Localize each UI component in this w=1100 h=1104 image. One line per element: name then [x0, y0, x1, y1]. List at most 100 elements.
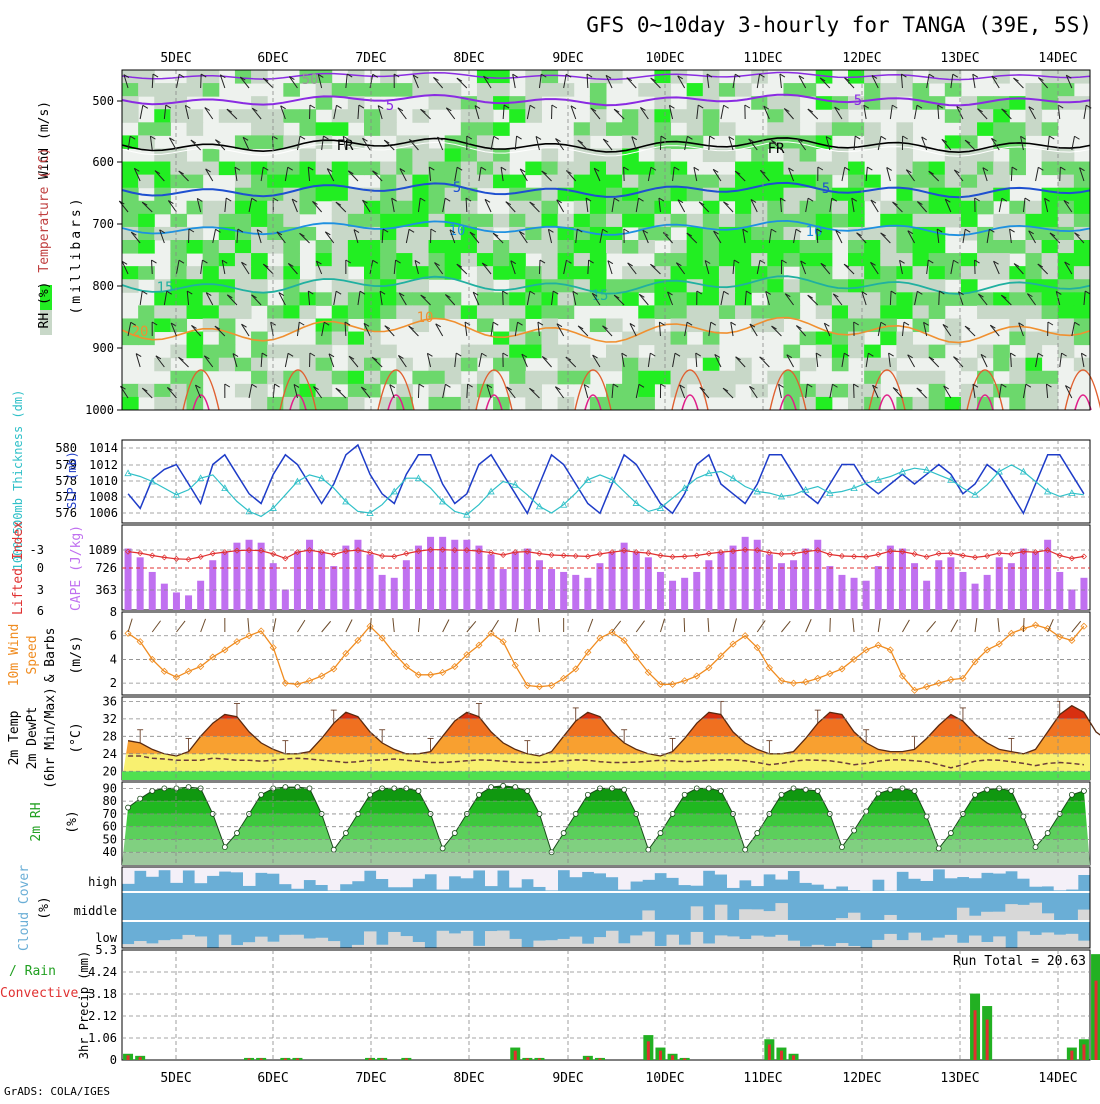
cloud-high-gap [630, 867, 643, 882]
wind10-barb [733, 618, 736, 632]
wind10-barb [951, 620, 958, 632]
cloud-low-gap [957, 943, 970, 948]
rh-cell [1042, 201, 1059, 215]
rh-cell [832, 122, 849, 136]
rh-cell [299, 292, 316, 306]
rh-cell [654, 148, 671, 162]
cloud-label: Cloud Cover [17, 865, 32, 951]
rh-cell [606, 201, 623, 215]
rh-cell [412, 253, 429, 267]
rh-cell [816, 253, 833, 267]
rh-cell [654, 358, 671, 372]
cloud-low-gap [751, 936, 764, 948]
cloud-low-gap [291, 935, 304, 948]
cloud-high-gap [945, 867, 958, 878]
rh-cell [541, 292, 558, 306]
rh-cell [687, 83, 704, 97]
rh-cell [816, 345, 833, 359]
cape-bar [609, 551, 616, 610]
rh-cell [203, 240, 220, 254]
rh-cell [622, 371, 639, 385]
rh-cell [412, 371, 429, 385]
date-label-top: 7DEC [355, 51, 386, 66]
rh-cell [783, 109, 800, 123]
rh-cell [380, 201, 397, 215]
rh-cell [622, 175, 639, 189]
rh-cell [138, 214, 155, 228]
cape-bar [415, 546, 422, 610]
rh-point [186, 785, 191, 790]
wind10-barb [998, 618, 999, 632]
rh-point [138, 796, 143, 801]
rh-cell [703, 253, 720, 267]
precip-tick-label: 3.18 [88, 987, 117, 1001]
rh-cell [929, 397, 946, 411]
rh-cell [945, 135, 962, 149]
rh-cell [525, 214, 542, 228]
rh-cell [687, 227, 704, 241]
rh-cell [574, 358, 591, 372]
rh-cell [283, 240, 300, 254]
footer: GrADS: COLA/IGES [4, 1085, 110, 1098]
cape-bar [669, 581, 676, 610]
rh-cell [703, 201, 720, 215]
rh-cell [606, 175, 623, 189]
cape-bar [1008, 563, 1015, 610]
cloud-high-gap [134, 867, 147, 871]
rh-cell [364, 214, 381, 228]
rh-cell [638, 201, 655, 215]
cloud-high-gap [884, 867, 897, 891]
rh-cell [1042, 83, 1059, 97]
cloud-low-gap [775, 935, 788, 948]
rh-cell [332, 201, 349, 215]
rh-cell [1042, 266, 1059, 280]
rh-cell [864, 135, 881, 149]
cloud-low-gap [836, 943, 849, 948]
cloud-low-gap [703, 943, 716, 948]
rh-cell [251, 279, 268, 293]
cloud-high-gap [425, 867, 438, 874]
rh-cell [558, 240, 575, 254]
rh-cell [1025, 345, 1042, 359]
precip-conv-bar [139, 1057, 142, 1060]
wind-barb [624, 167, 625, 181]
rh-cell [412, 292, 429, 306]
rh-point [561, 831, 566, 836]
rh-cell [445, 240, 462, 254]
rh-cell [283, 162, 300, 176]
rh-cell [1025, 266, 1042, 280]
rh-cell [1074, 266, 1091, 280]
rh-cell [719, 253, 736, 267]
cloud-high-gap [1030, 867, 1043, 887]
rh-cell [1025, 240, 1042, 254]
rh-cell [816, 332, 833, 346]
wind-barb [418, 384, 419, 398]
rh-cell [1025, 279, 1042, 293]
rh-cell [961, 122, 978, 136]
rh-cell [558, 358, 575, 372]
rh-cell [541, 214, 558, 228]
rh-point [1081, 788, 1086, 793]
rh-cell [429, 371, 446, 385]
rh-cell [396, 227, 413, 241]
rh-cell [800, 332, 817, 346]
rh-cell [687, 175, 704, 189]
rh-cell [525, 162, 542, 176]
rh-cell [235, 201, 252, 215]
rh-cell [364, 305, 381, 319]
rh-cell [880, 305, 897, 319]
wind10-tick-label: 4 [110, 652, 117, 666]
rh-point [416, 788, 421, 793]
rh-cell [541, 279, 558, 293]
rh-cell [558, 162, 575, 176]
rh-cell [622, 358, 639, 372]
rh-cell [800, 358, 817, 372]
rh-cell [800, 83, 817, 97]
cape-bar [959, 572, 966, 610]
rh-cell [187, 162, 204, 176]
cloud-mid-gap [763, 911, 776, 920]
rh-point [283, 785, 288, 790]
wind10-barb [612, 621, 621, 632]
rh-cell [316, 266, 333, 280]
